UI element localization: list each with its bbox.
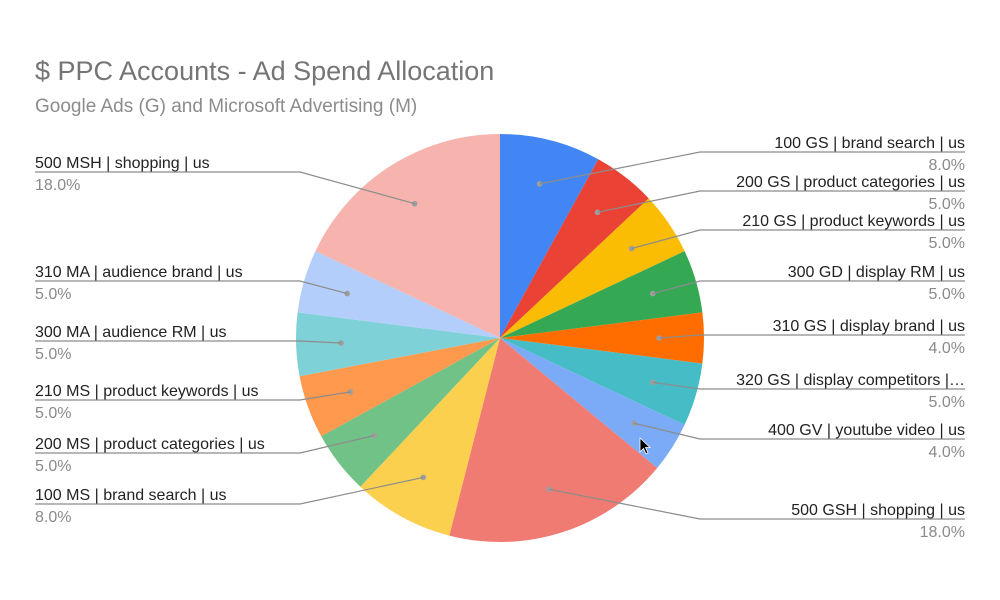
chart-title: $ PPC Accounts - Ad Spend Allocation xyxy=(35,56,494,86)
slice-label-100-ms-brand-search-us: 100 MS | brand search | us xyxy=(35,487,227,504)
slice-100-gs-brand-search-us[interactable] xyxy=(500,134,599,338)
slice-percent-400-gv-youtube-video-us: 4.0% xyxy=(929,444,965,461)
slice-100-ms-brand-search-us[interactable] xyxy=(360,338,500,536)
slice-500-msh-shopping-us[interactable] xyxy=(315,134,500,338)
slice-200-ms-product-categories-us[interactable] xyxy=(321,338,500,487)
leader-line-100-gs-brand-search-us xyxy=(539,151,965,185)
slice-percent-500-gsh-shopping-us: 18.0% xyxy=(920,524,965,541)
slice-percent-100-gs-brand-search-us: 8.0% xyxy=(929,157,965,174)
leader-line-300-gd-display-rm-us xyxy=(652,280,965,295)
slice-percent-210-ms-product-keywords-us: 5.0% xyxy=(35,405,71,422)
slice-label-500-msh-shopping-us: 500 MSH | shopping | us xyxy=(35,155,210,172)
slice-percent-500-msh-shopping-us: 18.0% xyxy=(35,177,80,194)
leader-line-310-ma-audience-brand-us xyxy=(35,280,348,295)
slice-label-210-ms-product-keywords-us: 210 MS | product keywords | us xyxy=(35,383,259,400)
leader-line-100-ms-brand-search-us xyxy=(35,476,424,505)
pie-slices xyxy=(295,134,704,542)
leader-line-500-msh-shopping-us xyxy=(35,171,415,205)
slice-300-ma-audience-rm-us[interactable] xyxy=(295,312,500,377)
slice-310-ma-audience-brand-us[interactable] xyxy=(297,251,500,338)
leader-line-400-gv-youtube-video-us xyxy=(634,422,965,440)
leader-dot-300-gd-display-rm-us xyxy=(650,290,656,297)
slice-300-gd-display-rm-us[interactable] xyxy=(500,251,703,338)
slice-label-310-ma-audience-brand-us: 310 MA | audience brand | us xyxy=(35,264,243,281)
leader-line-200-gs-product-categories-us xyxy=(597,190,965,213)
mouse-cursor-icon xyxy=(639,437,652,455)
slice-percent-320-gs-display-competitors: 5.0% xyxy=(929,394,965,411)
leader-line-500-gsh-shopping-us xyxy=(549,488,965,520)
slice-500-gsh-shopping-us[interactable] xyxy=(449,338,658,542)
slice-210-ms-product-keywords-us[interactable] xyxy=(299,338,500,437)
slice-400-gv-youtube-video-us[interactable] xyxy=(500,338,685,469)
slice-label-200-gs-product-categories-us: 200 GS | product categories | us xyxy=(736,174,965,191)
slice-label-400-gv-youtube-video-us: 400 GV | youtube video | us xyxy=(768,422,965,439)
slice-label-500-gsh-shopping-us: 500 GSH | shopping | us xyxy=(791,502,965,519)
slice-200-gs-product-categories-us[interactable] xyxy=(500,159,649,338)
leader-dot-310-ma-audience-brand-us xyxy=(344,290,351,297)
slice-label-210-gs-product-keywords-us: 210 GS | product keywords | us xyxy=(742,213,965,230)
leader-line-310-gs-display-brand-us xyxy=(659,334,965,339)
leader-line-300-ma-audience-rm-us xyxy=(35,340,342,344)
leader-line-210-ms-product-keywords-us xyxy=(35,391,351,401)
leader-line-200-ms-product-categories-us xyxy=(35,434,375,454)
slice-label-300-gd-display-rm-us: 300 GD | display RM | us xyxy=(788,264,965,281)
slice-percent-210-gs-product-keywords-us: 5.0% xyxy=(929,235,965,252)
slice-label-100-gs-brand-search-us: 100 GS | brand search | us xyxy=(774,135,965,152)
slice-percent-200-ms-product-categories-us: 5.0% xyxy=(35,458,71,475)
leader-line-320-gs-display-competitors xyxy=(652,381,965,390)
chart-subtitle: Google Ads (G) and Microsoft Advertising… xyxy=(35,96,417,117)
leader-line-210-gs-product-keywords-us xyxy=(631,229,965,250)
slice-310-gs-display-brand-us[interactable] xyxy=(500,312,704,364)
slice-percent-310-gs-display-brand-us: 4.0% xyxy=(929,340,965,357)
slice-label-300-ma-audience-rm-us: 300 MA | audience RM | us xyxy=(35,324,227,341)
slice-210-gs-product-keywords-us[interactable] xyxy=(500,198,685,338)
slice-percent-300-gd-display-rm-us: 5.0% xyxy=(929,286,965,303)
slice-percent-310-ma-audience-brand-us: 5.0% xyxy=(35,286,71,303)
slice-percent-100-ms-brand-search-us: 8.0% xyxy=(35,509,71,526)
slice-label-310-gs-display-brand-us: 310 GS | display brand | us xyxy=(773,318,965,335)
slice-percent-200-gs-product-categories-us: 5.0% xyxy=(929,196,965,213)
slice-labels: 100 GS | brand search | us8.0%200 GS | p… xyxy=(35,135,965,541)
slice-label-200-ms-product-categories-us: 200 MS | product categories | us xyxy=(35,436,265,453)
slice-percent-300-ma-audience-rm-us: 5.0% xyxy=(35,346,71,363)
slice-label-320-gs-display-competitors: 320 GS | display competitors |… xyxy=(736,372,965,389)
slice-320-gs-display-competitors[interactable] xyxy=(500,338,703,425)
